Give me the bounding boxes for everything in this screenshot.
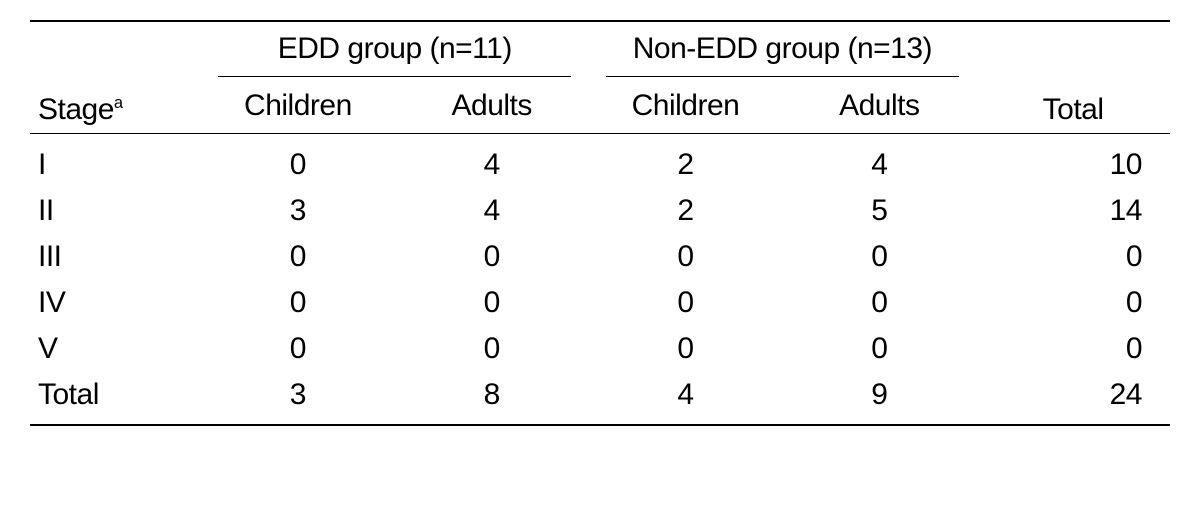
cell: 0 <box>201 134 395 189</box>
group-edd-label: EDD group (n=11) <box>209 32 581 72</box>
cell: 0 <box>782 326 976 372</box>
cell: 0 <box>395 280 589 326</box>
cell-total: 24 <box>976 372 1170 425</box>
table-row: IV 0 0 0 0 0 <box>30 280 1170 326</box>
table-body: I 0 4 2 4 10 II 3 4 2 5 14 III 0 0 0 0 <box>30 134 1170 426</box>
group-nonedd-label: Non-EDD group (n=13) <box>597 32 969 72</box>
cell-total: 0 <box>976 326 1170 372</box>
stage-table-container: Stagea EDD group (n=11) Non-EDD group (n… <box>30 20 1170 426</box>
cell: 0 <box>782 234 976 280</box>
cell: 4 <box>589 372 783 425</box>
cell: 0 <box>395 326 589 372</box>
cell: 9 <box>782 372 976 425</box>
cell: 2 <box>589 134 783 189</box>
cell: 4 <box>782 134 976 189</box>
table-row-total: Total 3 8 4 9 24 <box>30 372 1170 425</box>
cell-total: 0 <box>976 234 1170 280</box>
row-label: IV <box>30 280 201 326</box>
cell: 0 <box>589 280 783 326</box>
cell: 4 <box>395 188 589 234</box>
cell-total: 14 <box>976 188 1170 234</box>
cell-total: 0 <box>976 280 1170 326</box>
row-label: III <box>30 234 201 280</box>
table-row: III 0 0 0 0 0 <box>30 234 1170 280</box>
cell: 0 <box>589 234 783 280</box>
subcol-edd-children: Children <box>201 83 395 134</box>
stage-header-label: Stage <box>38 93 114 126</box>
row-label: I <box>30 134 201 189</box>
group-header-nonedd: Non-EDD group (n=13) <box>589 21 977 83</box>
cell: 8 <box>395 372 589 425</box>
subcol-nonedd-adults: Adults <box>782 83 976 134</box>
cell: 3 <box>201 372 395 425</box>
group-nonedd-underline <box>606 76 959 77</box>
subcol-edd-adults: Adults <box>395 83 589 134</box>
table-row: I 0 4 2 4 10 <box>30 134 1170 189</box>
group-header-edd: EDD group (n=11) <box>201 21 589 83</box>
cell: 0 <box>782 280 976 326</box>
total-header-cell: Total <box>976 21 1170 134</box>
row-label: II <box>30 188 201 234</box>
stage-table: Stagea EDD group (n=11) Non-EDD group (n… <box>30 20 1170 426</box>
stage-header-cell: Stagea <box>30 21 201 134</box>
group-edd-underline <box>218 76 571 77</box>
cell: 0 <box>201 234 395 280</box>
cell: 0 <box>589 326 783 372</box>
cell: 3 <box>201 188 395 234</box>
cell: 5 <box>782 188 976 234</box>
table-row: II 3 4 2 5 14 <box>30 188 1170 234</box>
cell: 4 <box>395 134 589 189</box>
cell: 0 <box>201 326 395 372</box>
cell: 0 <box>201 280 395 326</box>
total-header-label: Total <box>1043 93 1104 126</box>
cell-total: 10 <box>976 134 1170 189</box>
subcol-nonedd-children: Children <box>589 83 783 134</box>
row-label: V <box>30 326 201 372</box>
table-row: V 0 0 0 0 0 <box>30 326 1170 372</box>
stage-header-superscript: a <box>114 94 123 112</box>
cell: 2 <box>589 188 783 234</box>
row-label: Total <box>30 372 201 425</box>
cell: 0 <box>395 234 589 280</box>
